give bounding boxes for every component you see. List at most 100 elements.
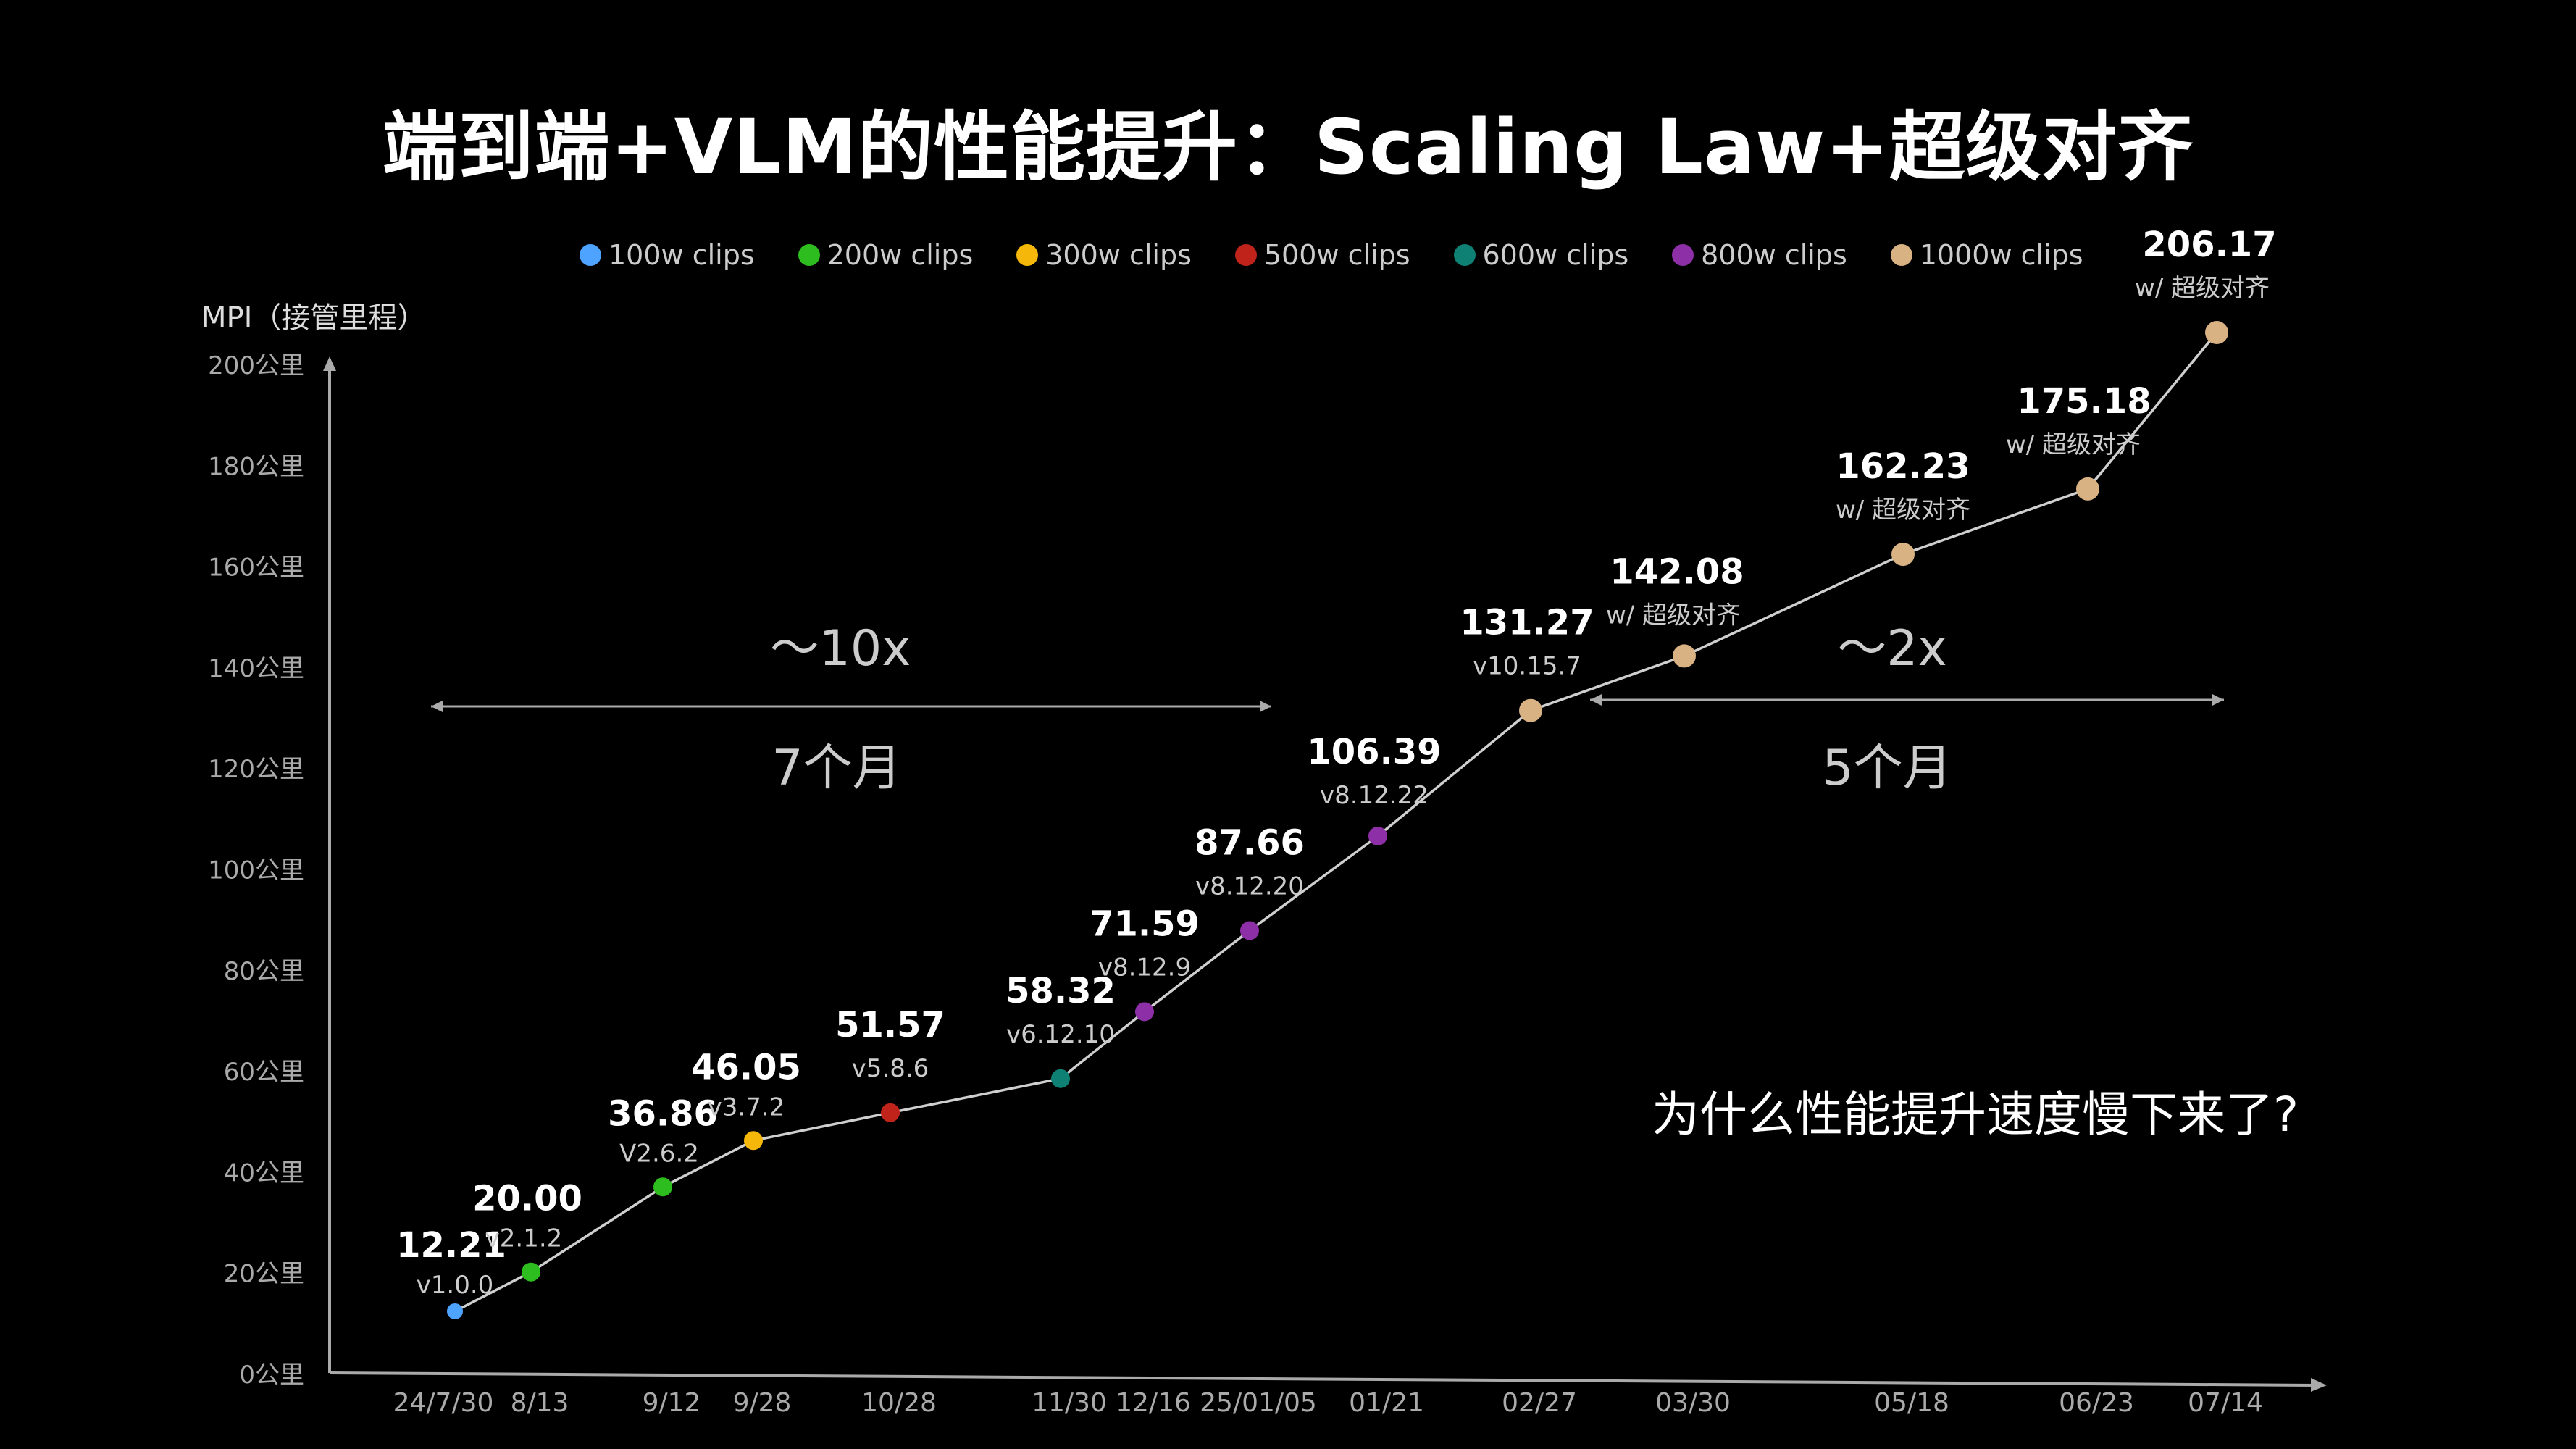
x-tick-label: 01/21 [1349, 1388, 1424, 1418]
data-value-label: 131.27 [1460, 603, 1594, 643]
span-ratio-label: ～10x [770, 620, 911, 677]
data-point-label: V2.6.2 [619, 1139, 699, 1168]
data-point-label: v10.15.7 [1473, 652, 1581, 681]
legend-dot-icon [1453, 244, 1476, 266]
span-arrow-1-right-arrow-icon [1260, 701, 1271, 712]
span-arrow-2-right-arrow-icon [2212, 694, 2224, 706]
legend-label: 1000w clips [1919, 239, 2083, 271]
data-value-label: 46.05 [691, 1047, 801, 1087]
data-point [2076, 477, 2099, 501]
data-point-label: w/ 超级对齐 [2135, 274, 2270, 303]
legend-dot-icon [798, 244, 820, 266]
data-value-label: 58.32 [1005, 971, 1116, 1011]
x-tick-label: 03/30 [1655, 1388, 1731, 1418]
data-value-label: 142.08 [1610, 551, 1744, 592]
x-axis [329, 1371, 2319, 1387]
data-value-label: 12.21 [396, 1225, 506, 1266]
x-tick-label: 10/28 [861, 1388, 937, 1418]
data-point [1519, 698, 1542, 722]
y-tick-label: 80公里 [224, 957, 304, 986]
data-point [1673, 644, 1696, 668]
data-point-label: v8.12.22 [1320, 781, 1429, 810]
series-line [454, 331, 2218, 1313]
data-value-label: 162.23 [1836, 446, 1970, 487]
x-tick-label: 07/14 [2188, 1388, 2263, 1418]
y-tick-label: 40公里 [224, 1158, 304, 1187]
legend-label: 500w clips [1263, 239, 1410, 271]
legend-item: 500w clips [1234, 239, 1410, 271]
legend-item: 300w clips [1016, 239, 1192, 271]
y-axis-label: MPI（接管里程） [201, 301, 426, 335]
data-point-label: w/ 超级对齐 [1606, 601, 1741, 630]
x-tick-label: 12/16 [1116, 1388, 1191, 1418]
data-point [744, 1131, 763, 1151]
data-value-label: 71.59 [1090, 903, 1200, 944]
span-arrow-2-left-arrow-icon [1590, 694, 1602, 706]
x-tick-label: 11/30 [1032, 1388, 1107, 1418]
x-tick-label: 9/12 [643, 1388, 701, 1418]
span-ratio-label: ～2x [1837, 620, 1947, 677]
question-text: 为什么性能提升速度慢下来了? [1652, 1087, 2299, 1143]
y-tick-label: 200公里 [208, 351, 304, 380]
data-point [1368, 826, 1387, 845]
page-title: 端到端+VLM的性能提升：Scaling Law+超级对齐 [382, 103, 2194, 191]
data-point-label: v5.8.6 [852, 1054, 929, 1083]
data-value-label: 51.57 [835, 1005, 945, 1045]
data-point [653, 1177, 672, 1197]
legend-label: 100w clips [609, 239, 755, 271]
legend-dot-icon [1672, 244, 1694, 266]
data-value-label: 36.86 [608, 1093, 718, 1134]
legend-item: 200w clips [798, 239, 974, 271]
legend-label: 600w clips [1482, 239, 1629, 271]
data-point-label: v1.0.0 [417, 1271, 494, 1300]
y-tick-label: 120公里 [208, 755, 304, 784]
legend-dot-icon [1890, 244, 1912, 266]
y-tick-label: 100公里 [208, 856, 304, 885]
legend-item: 100w clips [580, 239, 755, 271]
span-duration-label: 7个月 [771, 740, 901, 797]
legend-dot-icon [1016, 244, 1039, 266]
y-tick-label: 180公里 [208, 452, 304, 481]
chart-legend: 100w clips 200w clips 300w clips 500w clips… [580, 239, 2127, 271]
data-point [1051, 1069, 1070, 1088]
y-tick-label: 60公里 [224, 1058, 304, 1087]
span-duration-label: 5个月 [1822, 740, 1952, 797]
data-point-label: w/ 超级对齐 [2006, 430, 2141, 459]
legend-item: 800w clips [1672, 239, 1847, 271]
x-tick-label: 25/01/05 [1200, 1388, 1317, 1418]
data-value-label: 20.00 [472, 1179, 582, 1219]
legend-label: 300w clips [1045, 239, 1192, 271]
data-point [1135, 1002, 1154, 1022]
data-point [2205, 321, 2228, 345]
data-point [1240, 921, 1259, 940]
data-value-label: 87.66 [1195, 822, 1305, 863]
x-tick-label: 9/28 [733, 1388, 792, 1418]
x-axis-arrow-icon [2311, 1378, 2327, 1392]
legend-item: 600w clips [1453, 239, 1629, 271]
y-tick-label: 140公里 [208, 654, 304, 683]
legend-label: 200w clips [827, 239, 974, 271]
y-tick-label: 20公里 [224, 1260, 304, 1289]
data-point-label: w/ 超级对齐 [1836, 496, 1970, 525]
x-tick-label: 8/13 [511, 1388, 569, 1418]
data-value-label: 175.18 [2017, 381, 2151, 422]
data-point-label: v8.12.9 [1098, 953, 1191, 982]
data-point-label: v2.1.2 [485, 1224, 563, 1253]
data-point [522, 1262, 540, 1282]
data-point-label: v3.7.2 [708, 1093, 785, 1122]
x-tick-label: 05/18 [1874, 1388, 1949, 1418]
y-tick-label: 0公里 [239, 1361, 304, 1390]
y-tick-label: 160公里 [208, 554, 304, 582]
data-point [1891, 543, 1915, 567]
data-point-label: v8.12.20 [1195, 872, 1304, 901]
data-value-label: 106.39 [1307, 732, 1441, 772]
span-arrow-1-left-arrow-icon [431, 701, 443, 712]
legend-label: 800w clips [1701, 239, 1847, 271]
x-tick-label: 24/7/30 [393, 1388, 494, 1418]
legend-dot-icon [580, 244, 601, 266]
y-axis-arrow-icon [323, 356, 336, 371]
data-point [881, 1103, 900, 1122]
legend-dot-icon [1234, 244, 1257, 266]
data-point [447, 1303, 463, 1319]
